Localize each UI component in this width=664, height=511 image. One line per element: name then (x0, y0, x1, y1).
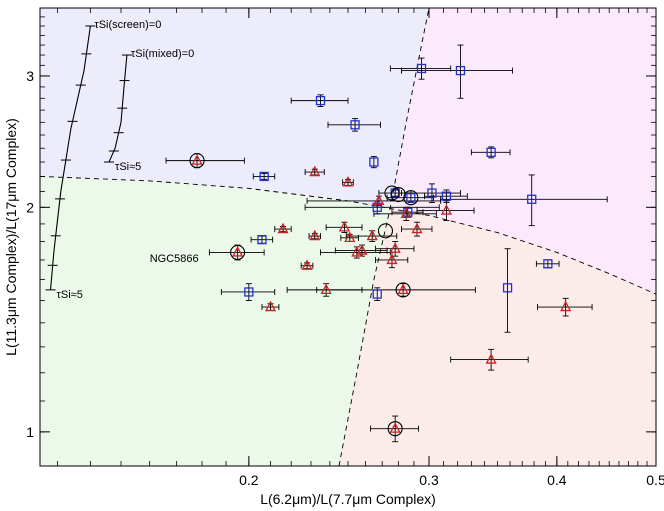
circled-points-layer (189, 153, 419, 437)
annotations-layer: NGC5866 (150, 253, 199, 265)
triangle-marker (264, 300, 277, 312)
regions-layer (40, 8, 656, 466)
region-lower-right (339, 208, 656, 466)
triangle-marker (356, 244, 368, 255)
triangle-marker (386, 253, 398, 265)
triangle-marker (344, 231, 356, 243)
circled-point (384, 185, 400, 201)
y-tick-label: 3 (26, 68, 34, 84)
triangle-marker (373, 194, 385, 206)
circled-point (377, 223, 394, 239)
square-marker (486, 147, 496, 157)
square-marker (315, 95, 326, 106)
square-marker (527, 194, 537, 204)
track-start-label: τSi(screen)=0 (94, 19, 161, 31)
square-marker (259, 171, 269, 182)
triangle-marker (191, 154, 203, 165)
triangle-marker (342, 175, 354, 187)
triangle-marker (338, 220, 351, 232)
x-tick-label: 0.2 (239, 472, 259, 488)
triangle-marker (389, 242, 401, 253)
y-tick-label: 2 (26, 199, 34, 215)
x-tick-label: 0.3 (419, 472, 439, 488)
triangle-marker (277, 222, 289, 234)
circled-point (403, 190, 419, 206)
triangle-marker (411, 222, 423, 234)
extinction-track-2 (108, 54, 128, 163)
x-axis-title: L(6.2μm)/L(7.7μm Complex) (260, 491, 436, 507)
y-axis-title: L(11.3μm Complex)/L(17μm Complex) (3, 118, 19, 356)
circled-point (390, 187, 406, 203)
square-marker (502, 283, 513, 293)
circled-point (395, 282, 411, 298)
region-upper-left (40, 8, 429, 209)
square-marker (441, 191, 452, 201)
square-marker (372, 202, 382, 212)
square-marker (455, 65, 466, 76)
annotation-label: NGC5866 (150, 253, 199, 265)
triangle-marker (560, 300, 572, 312)
circled-point (387, 421, 403, 437)
square-marker (416, 63, 427, 74)
track-end-label: τSi≈5 (57, 289, 83, 301)
triangle-marker (366, 229, 378, 241)
square-marker (427, 188, 437, 198)
x-tick-label: 0.4 (547, 472, 567, 488)
circled-point (230, 244, 246, 260)
triangle-marker (389, 422, 401, 433)
extinction-tracks-layer: τSi(screen)=0 τSi≈5 τSi(mixed)=0 τSi≈5 (45, 19, 194, 301)
x-tick-label: 0.5 (646, 472, 664, 488)
square-marker (350, 120, 360, 130)
region-upper-right (390, 8, 656, 295)
triangle-marker (309, 165, 321, 177)
y-tick-label: 1 (26, 424, 34, 440)
triangle-marker (397, 283, 409, 295)
square-marker (543, 259, 553, 269)
triangle-marker (440, 204, 453, 215)
triangle-marker (320, 283, 332, 295)
triangle-marker (232, 246, 244, 257)
track-end-label: τSi≈5 (115, 161, 141, 173)
triangle-marker (485, 353, 497, 364)
track-start-label: τSi(mixed)=0 (131, 48, 194, 60)
region-lower-left (40, 176, 391, 466)
square-marker (244, 287, 254, 297)
square-marker (257, 234, 267, 245)
axes-layer: 0.2 0.3 0.4 0.5 1 2 3 (26, 8, 664, 488)
triangle-marker (351, 246, 363, 257)
circled-point (189, 153, 205, 169)
markers-layer (191, 63, 572, 433)
square-marker (406, 193, 416, 203)
square-marker (369, 157, 379, 167)
triangle-marker (400, 207, 412, 218)
triangle-marker (309, 229, 321, 241)
dividing-line-1 (39, 175, 657, 295)
square-marker (372, 289, 382, 299)
triangle-marker (301, 259, 313, 270)
